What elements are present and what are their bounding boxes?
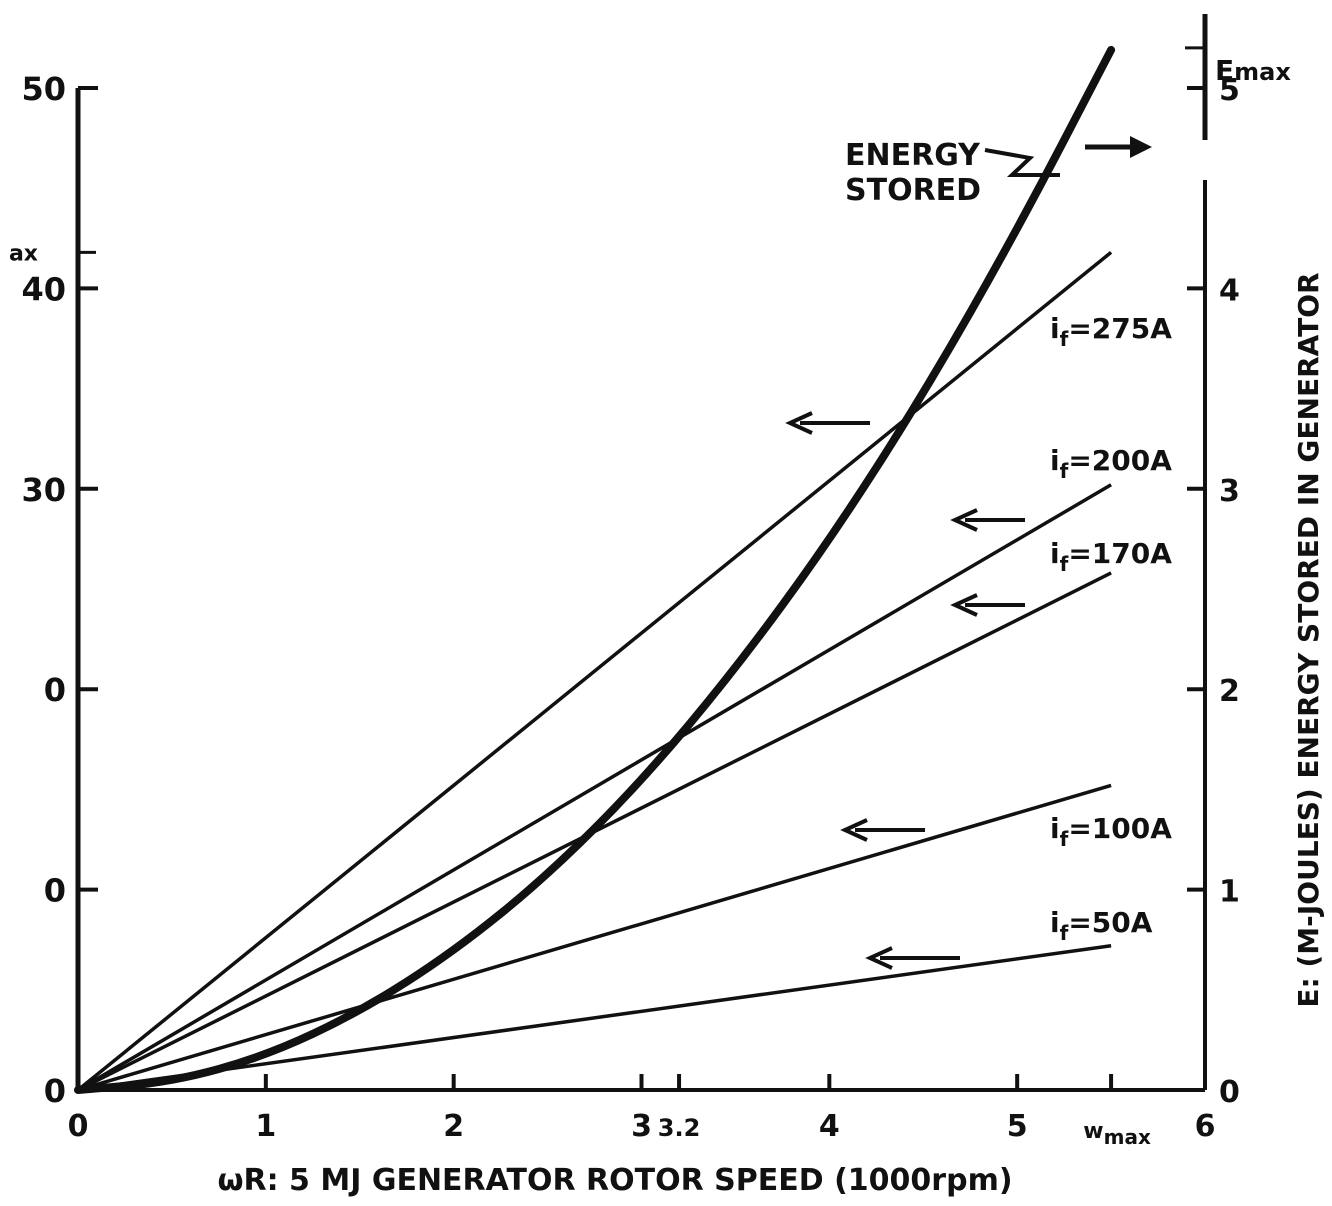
field-current-arrowhead — [785, 411, 813, 435]
y-right-tick-label: 5 — [1219, 73, 1240, 108]
x-tick-label: 6 — [1195, 1109, 1216, 1144]
y-right-tick-label: 3 — [1219, 474, 1240, 509]
field-current-arrowhead — [840, 818, 868, 842]
y-left-tick-label: 0 — [44, 671, 66, 709]
y-left-max-label: ax — [9, 241, 38, 266]
energy-stored-arrowhead — [1130, 136, 1152, 158]
energy-stored-label: STORED — [845, 173, 981, 208]
axes — [75, 14, 1208, 1092]
labels: 0 1 2 3 3.2 4 5 wmax 6000304050ax012345Emaxif=27… — [9, 54, 1291, 1149]
field-current-label: if=200A — [1050, 444, 1172, 483]
y-axis-right-title: E: (M-JOULES) ENERGY STORED IN GENERATOR — [1292, 272, 1325, 1007]
y-right-tick-label: 2 — [1219, 674, 1240, 709]
y-right-tick-label: 4 — [1219, 273, 1240, 308]
field-current-line — [77, 783, 1112, 1092]
energy-stored-leader — [984, 148, 1060, 177]
y-right-tick-label: 0 — [1219, 1075, 1240, 1110]
energy-stored-curve — [74, 45, 1116, 1094]
field-current-arrowhead — [950, 508, 978, 532]
x-tick-label: 4 — [819, 1109, 840, 1144]
x-tick-label: 5 — [1007, 1109, 1028, 1144]
y-left-tick-label: 50 — [21, 70, 66, 108]
field-current-line — [77, 483, 1112, 1092]
field-current-label: if=100A — [1050, 812, 1172, 851]
y-right-max-label: Emax — [1215, 54, 1291, 87]
y-left-tick-label: 40 — [21, 270, 66, 308]
x-tick-label: 3.2 — [658, 1114, 701, 1142]
field-current-arrowhead — [950, 593, 978, 617]
energy-stored-label: ENERGY — [845, 138, 981, 173]
y-left-tick-label: 30 — [21, 471, 66, 509]
field-current-label: if=170A — [1050, 537, 1172, 576]
x-tick-label: wmax — [1083, 1119, 1151, 1149]
field-current-label: if=50A — [1050, 906, 1153, 945]
x-tick-label: 2 — [443, 1109, 464, 1144]
x-tick-label: 1 — [255, 1109, 276, 1144]
x-tick-label: 3 — [631, 1109, 652, 1144]
y-left-tick-label: 0 — [44, 872, 66, 910]
y-left-tick-label: 0 — [44, 1072, 66, 1110]
series-lines — [74, 45, 1152, 1094]
x-axis-title: ωR: 5 MJ GENERATOR ROTOR SPEED (1000rpm) — [217, 1163, 1012, 1198]
field-current-label: if=275A — [1050, 312, 1172, 351]
y-right-tick-label: 1 — [1219, 875, 1240, 910]
field-current-arrowhead — [865, 946, 893, 970]
field-current-line — [77, 943, 1112, 1092]
field-current-line — [76, 250, 1113, 1092]
x-tick-label: 0 — [68, 1109, 89, 1144]
